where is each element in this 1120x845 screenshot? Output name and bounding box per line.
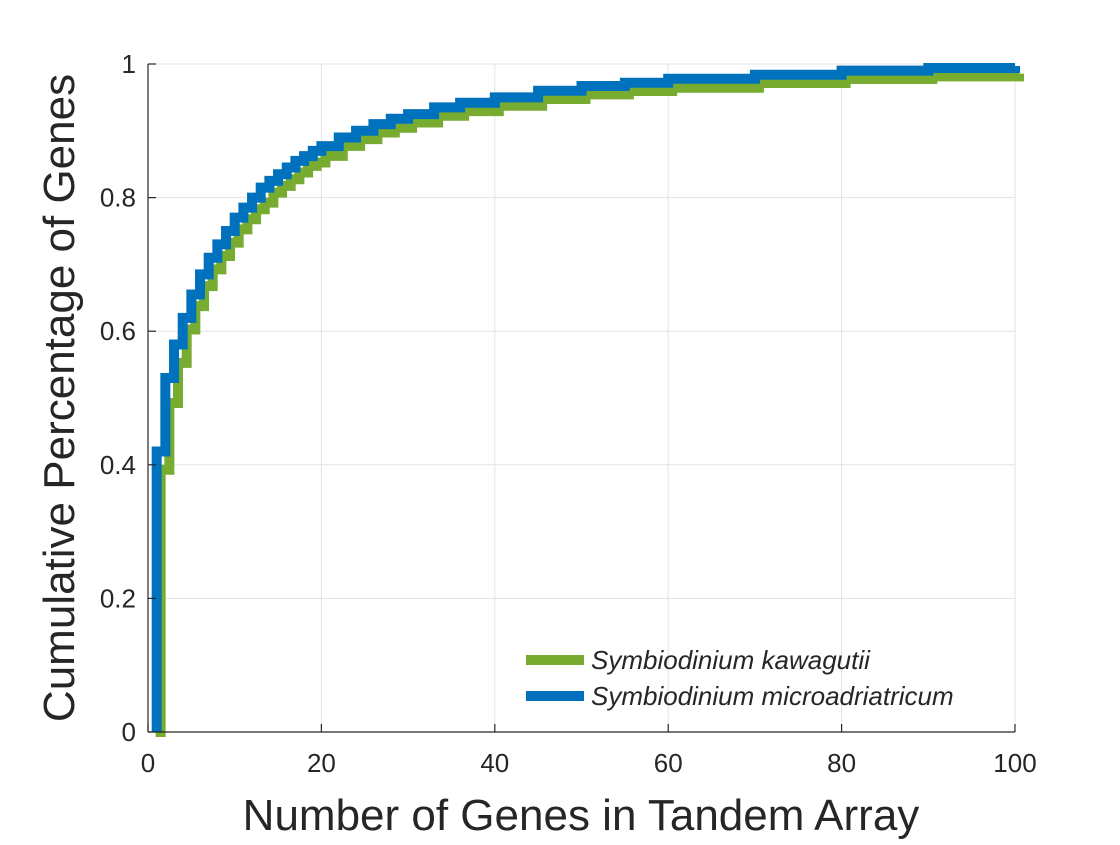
y-axis-title: Cumulative Percentage of Genes xyxy=(35,74,84,722)
x-tick-label-4: 80 xyxy=(827,748,856,778)
legend: Symbiodinium kawagutii Symbiodinium micro… xyxy=(526,645,954,711)
legend-label-0: Symbiodinium kawagutii xyxy=(591,645,871,675)
y-tick-label-2: 0.4 xyxy=(100,450,136,480)
y-tick-label-1: 0.2 xyxy=(100,583,136,613)
x-tick-label-0: 0 xyxy=(141,748,155,778)
y-tick-label-4: 0.8 xyxy=(100,183,136,213)
legend-label-1: Symbiodinium microadriatricum xyxy=(591,681,954,711)
x-tick-label-5: 100 xyxy=(993,748,1036,778)
x-tick-label-2: 40 xyxy=(480,748,509,778)
x-tick-label-1: 20 xyxy=(307,748,336,778)
axes xyxy=(147,64,1015,733)
series-line-0 xyxy=(155,71,1024,737)
y-tick-label-0: 0 xyxy=(122,717,136,747)
series-line-1 xyxy=(151,63,1020,732)
ticks: 0 20 40 60 80 100 0 0.2 0.4 0.6 0.8 1 xyxy=(100,49,1037,778)
x-axis-title: Number of Genes in Tandem Array xyxy=(243,791,920,840)
x-tick-label-3: 60 xyxy=(654,748,683,778)
y-tick-label-5: 1 xyxy=(122,49,136,79)
plot-area xyxy=(148,64,1015,732)
y-tick-label-3: 0.6 xyxy=(100,316,136,346)
series-lines xyxy=(151,63,1024,737)
